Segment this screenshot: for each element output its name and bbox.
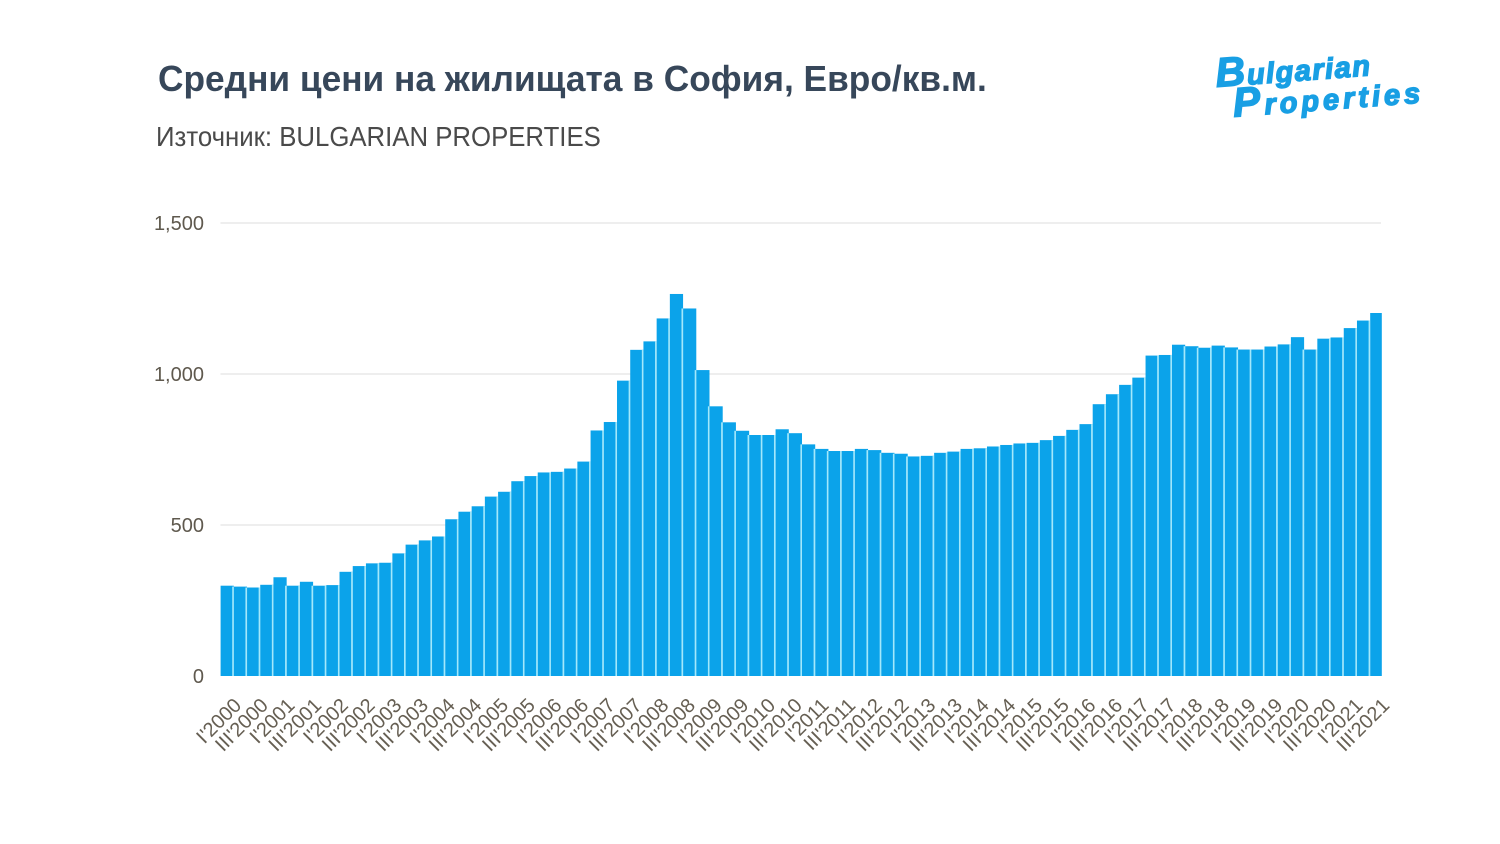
svg-text:1,500: 1,500 [154, 213, 204, 235]
svg-text:500: 500 [171, 515, 204, 537]
svg-text:1,000: 1,000 [154, 364, 204, 386]
svg-text:0: 0 [193, 666, 204, 688]
